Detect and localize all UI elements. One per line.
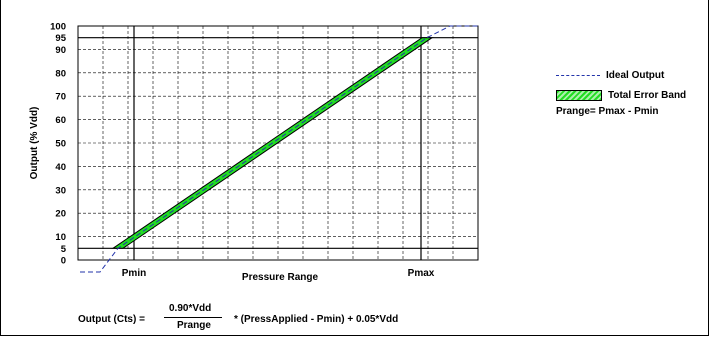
y-tick-label: 0 xyxy=(61,256,66,267)
y-tick-label: 20 xyxy=(55,209,66,220)
legend-item-total-error-band: Total Error Band xyxy=(556,90,686,101)
y-tick-label: 60 xyxy=(55,115,66,126)
y-tick-label: 40 xyxy=(55,162,66,173)
formula-lhs: Output (Cts) = xyxy=(78,314,145,325)
legend-label-total-error-band: Total Error Band xyxy=(608,90,687,101)
formula-numerator: 0.90*Vdd xyxy=(169,303,212,314)
x-tick-label: Pmin xyxy=(122,268,146,279)
legend-label-ideal-output: Ideal Output xyxy=(606,70,665,81)
y-tick-label: 30 xyxy=(55,185,66,196)
y-tick-label: 80 xyxy=(55,68,66,79)
y-tick-label: 90 xyxy=(55,45,66,56)
y-tick-label: 5 xyxy=(61,244,67,255)
y-tick-label: 95 xyxy=(55,33,66,44)
y-tick-label: 50 xyxy=(55,139,66,150)
y-tick-label: 70 xyxy=(55,92,66,103)
plot-area-border xyxy=(77,25,479,261)
x-axis-title: Pressure Range xyxy=(242,272,319,283)
formula-denominator: Prange xyxy=(177,320,211,331)
ideal-output-line xyxy=(80,25,478,273)
legend-item-ideal-output: Ideal Output xyxy=(556,70,664,81)
prange-definition: Prange= Pmax - Pmin xyxy=(556,106,659,117)
formula-fraction-bar xyxy=(164,317,222,318)
y-tick-label: 10 xyxy=(55,232,66,243)
error-band-swatch xyxy=(556,90,602,101)
ideal-output-swatch xyxy=(556,75,600,76)
x-tick-label: Pmax xyxy=(408,268,435,279)
y-tick-label: 100 xyxy=(50,22,66,33)
y-axis-title: Output (% Vdd) xyxy=(29,107,40,180)
formula-rhs: * (PressApplied - Pmin) + 0.05*Vdd xyxy=(234,314,399,325)
